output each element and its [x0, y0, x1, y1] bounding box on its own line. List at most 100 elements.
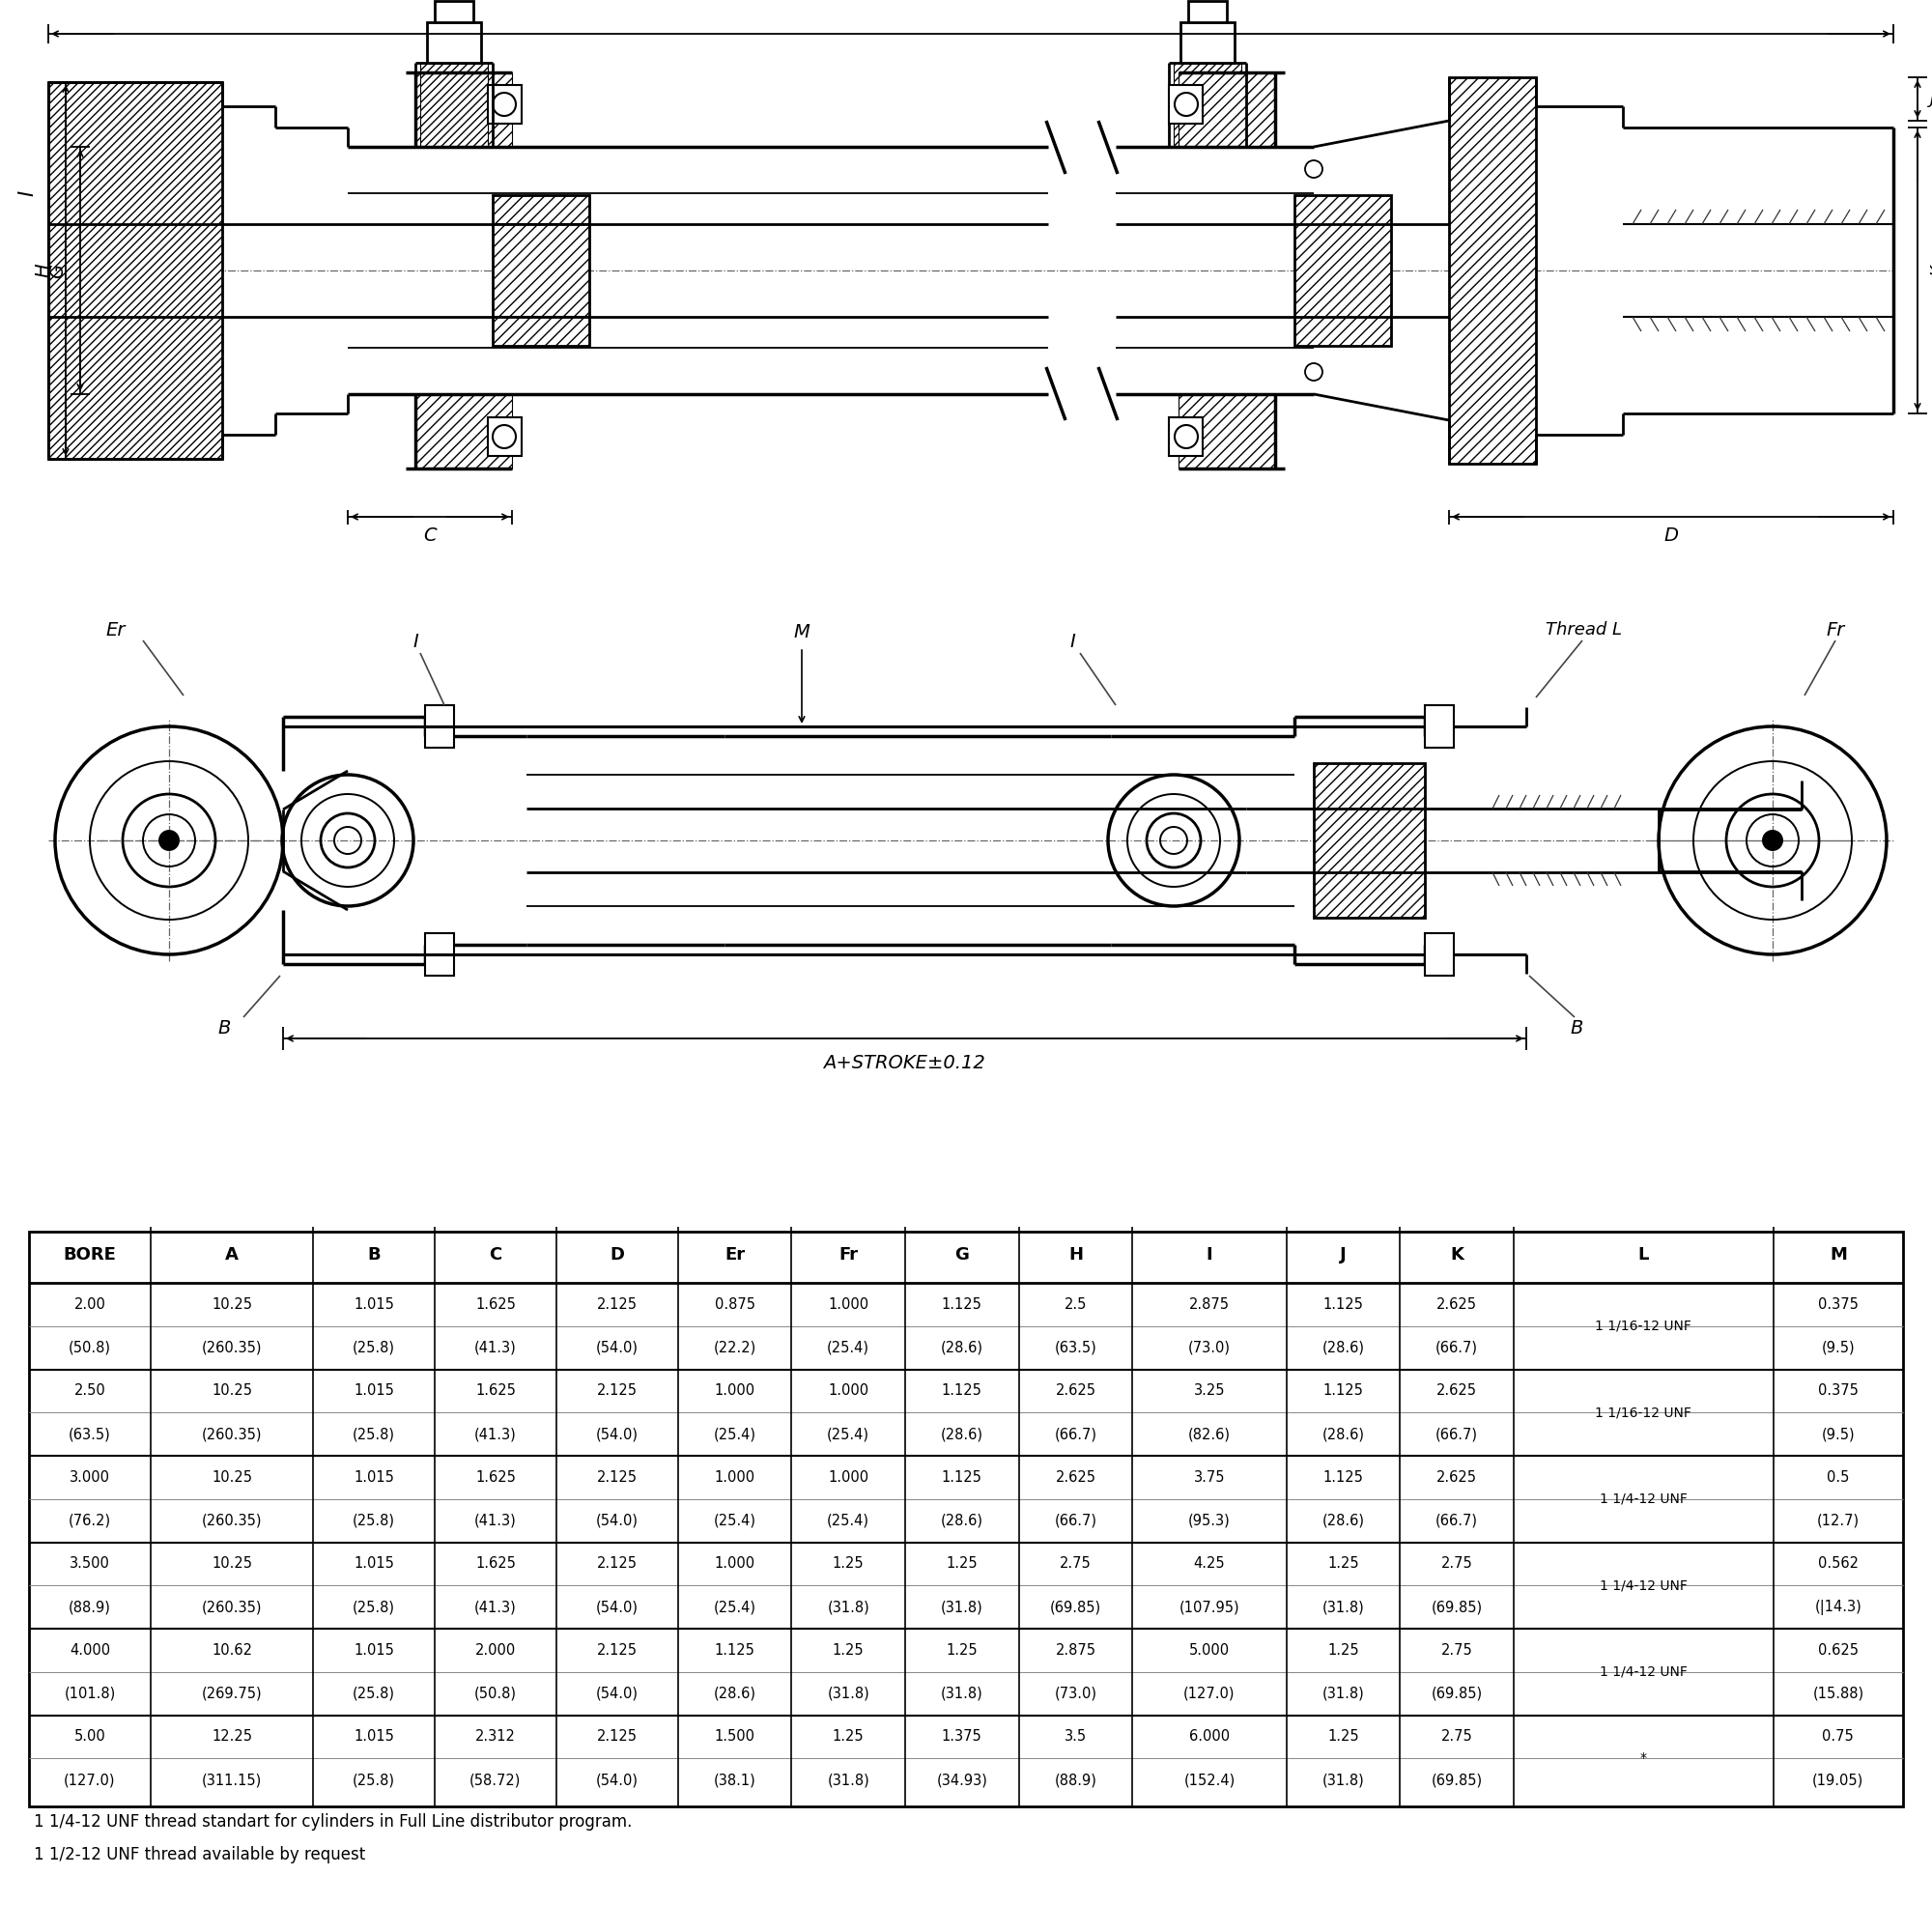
- Text: (28.6): (28.6): [1321, 1513, 1364, 1528]
- Text: 2.50: 2.50: [73, 1383, 106, 1399]
- Text: *: *: [1640, 1752, 1646, 1766]
- Text: (63.5): (63.5): [70, 1428, 110, 1441]
- Bar: [1449, 77, 1536, 464]
- Text: 1.500: 1.500: [715, 1729, 755, 1745]
- Text: 4.25: 4.25: [1194, 1557, 1225, 1571]
- Text: 2.875: 2.875: [1055, 1642, 1095, 1658]
- Bar: [427, 21, 481, 62]
- Text: 1.015: 1.015: [354, 1296, 394, 1312]
- Text: (54.0): (54.0): [595, 1600, 638, 1615]
- Text: 12.25: 12.25: [211, 1729, 251, 1745]
- Text: (41.3): (41.3): [475, 1513, 516, 1528]
- Text: (31.8): (31.8): [1321, 1774, 1364, 1787]
- Circle shape: [158, 831, 178, 850]
- Text: J: J: [1930, 89, 1932, 106]
- Bar: [1314, 763, 1426, 918]
- Text: 1.125: 1.125: [1323, 1296, 1364, 1312]
- Text: 0.75: 0.75: [1822, 1729, 1855, 1745]
- Text: (66.7): (66.7): [1435, 1428, 1478, 1441]
- Text: 1.25: 1.25: [833, 1642, 864, 1658]
- Text: 1.25: 1.25: [833, 1729, 864, 1745]
- Bar: [415, 394, 512, 468]
- Text: 1.25: 1.25: [1327, 1642, 1358, 1658]
- Text: 10.25: 10.25: [211, 1557, 251, 1571]
- Text: 3.75: 3.75: [1194, 1470, 1225, 1484]
- Text: (41.3): (41.3): [475, 1341, 516, 1354]
- Bar: [1188, 0, 1227, 21]
- Text: (260.35): (260.35): [201, 1513, 263, 1528]
- Bar: [29, 1233, 1903, 1806]
- Text: 1.000: 1.000: [715, 1470, 755, 1484]
- Bar: [1294, 195, 1391, 346]
- Text: 2.625: 2.625: [1437, 1296, 1478, 1312]
- Text: Fr: Fr: [1826, 620, 1845, 639]
- Text: (50.8): (50.8): [473, 1687, 516, 1700]
- Text: (54.0): (54.0): [595, 1687, 638, 1700]
- Text: I: I: [17, 189, 37, 197]
- Text: K: K: [1451, 1246, 1464, 1264]
- Text: 2.75: 2.75: [1441, 1729, 1472, 1745]
- Text: 1 1/16-12 UNF: 1 1/16-12 UNF: [1596, 1406, 1692, 1420]
- Bar: [493, 195, 589, 346]
- Text: 1.25: 1.25: [947, 1557, 978, 1571]
- Text: 2.312: 2.312: [475, 1729, 516, 1745]
- Text: (95.3): (95.3): [1188, 1513, 1231, 1528]
- Bar: [421, 62, 487, 147]
- Bar: [415, 71, 512, 147]
- Text: 4.000: 4.000: [70, 1642, 110, 1658]
- Text: (69.85): (69.85): [1432, 1774, 1482, 1787]
- Text: (31.8): (31.8): [827, 1774, 869, 1787]
- Text: 1 1/4-12 UNF: 1 1/4-12 UNF: [1600, 1578, 1687, 1592]
- Text: (69.85): (69.85): [1432, 1600, 1482, 1615]
- Text: G: G: [48, 263, 68, 278]
- Bar: [1180, 21, 1235, 62]
- Text: B: B: [218, 1020, 230, 1037]
- Text: (25.8): (25.8): [352, 1687, 394, 1700]
- Text: (25.4): (25.4): [827, 1513, 869, 1528]
- Text: (25.4): (25.4): [827, 1341, 869, 1354]
- Text: 1.125: 1.125: [941, 1383, 981, 1399]
- Bar: [493, 195, 589, 346]
- Text: 1.625: 1.625: [475, 1296, 516, 1312]
- Text: 2.5: 2.5: [1065, 1296, 1088, 1312]
- Text: (88.9): (88.9): [1055, 1774, 1097, 1787]
- Text: (9.5): (9.5): [1822, 1341, 1855, 1354]
- Text: (15.88): (15.88): [1812, 1687, 1864, 1700]
- Text: J: J: [1341, 1246, 1347, 1264]
- Text: (31.8): (31.8): [827, 1600, 869, 1615]
- Text: M: M: [794, 624, 810, 641]
- Text: (28.6): (28.6): [1321, 1341, 1364, 1354]
- Text: 1.25: 1.25: [947, 1642, 978, 1658]
- Text: 2.00: 2.00: [73, 1296, 106, 1312]
- Text: 1.000: 1.000: [829, 1383, 869, 1399]
- Text: (88.9): (88.9): [70, 1600, 110, 1615]
- Text: 2.75: 2.75: [1441, 1642, 1472, 1658]
- Text: (31.8): (31.8): [941, 1687, 983, 1700]
- Text: (69.85): (69.85): [1432, 1687, 1482, 1700]
- Text: M: M: [1830, 1246, 1847, 1264]
- Text: 1.625: 1.625: [475, 1557, 516, 1571]
- Text: 10.25: 10.25: [211, 1383, 251, 1399]
- Text: (66.7): (66.7): [1055, 1513, 1097, 1528]
- Bar: [425, 933, 454, 976]
- Text: 1.25: 1.25: [1327, 1729, 1358, 1745]
- Bar: [1449, 77, 1536, 464]
- Text: (260.35): (260.35): [201, 1600, 263, 1615]
- Text: (28.6): (28.6): [941, 1513, 983, 1528]
- Text: C: C: [489, 1246, 502, 1264]
- Text: (25.8): (25.8): [352, 1600, 394, 1615]
- Text: B: B: [367, 1246, 381, 1264]
- Bar: [487, 85, 522, 124]
- Text: 1.125: 1.125: [1323, 1383, 1364, 1399]
- Bar: [48, 81, 222, 458]
- Text: 10.25: 10.25: [211, 1296, 251, 1312]
- Text: (25.4): (25.4): [713, 1428, 755, 1441]
- Text: 1.125: 1.125: [941, 1296, 981, 1312]
- Text: (28.6): (28.6): [941, 1428, 983, 1441]
- Text: 1.125: 1.125: [1323, 1470, 1364, 1484]
- Circle shape: [1762, 831, 1781, 850]
- Bar: [1175, 62, 1240, 147]
- Text: (127.0): (127.0): [64, 1774, 116, 1787]
- Text: (260.35): (260.35): [201, 1341, 263, 1354]
- Text: (22.2): (22.2): [713, 1341, 755, 1354]
